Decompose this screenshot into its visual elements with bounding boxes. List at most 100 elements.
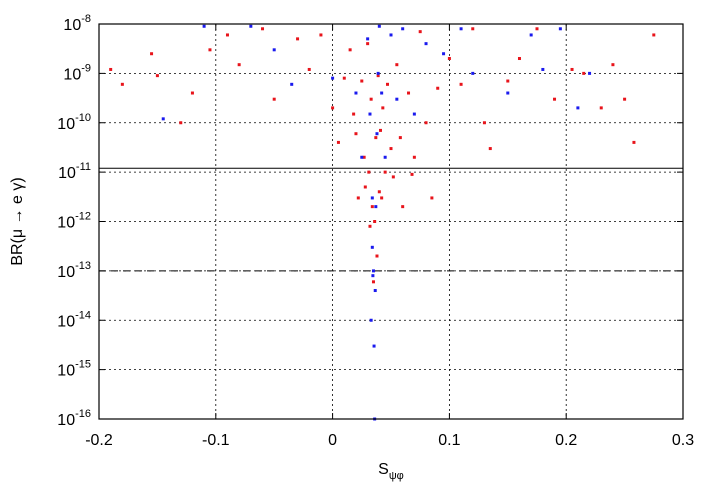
red-data-point bbox=[401, 205, 405, 209]
red-data-point bbox=[369, 97, 373, 101]
red-data-point bbox=[377, 190, 381, 194]
red-data-point bbox=[354, 132, 358, 136]
red-data-point bbox=[360, 79, 364, 83]
red-data-point bbox=[362, 155, 366, 159]
blue-data-point bbox=[249, 24, 253, 28]
blue-data-point bbox=[389, 33, 393, 37]
red-data-point bbox=[356, 196, 360, 200]
blue-data-point bbox=[360, 155, 364, 159]
red-data-point bbox=[380, 196, 384, 200]
blue-data-point bbox=[442, 52, 446, 56]
x-tick-label: 0 bbox=[328, 432, 337, 449]
red-data-point bbox=[395, 63, 399, 67]
red-data-point bbox=[336, 140, 340, 144]
blue-data-point bbox=[375, 132, 379, 136]
blue-data-point bbox=[412, 112, 416, 116]
x-tick-label: -0.1 bbox=[202, 432, 230, 449]
red-data-point bbox=[373, 220, 377, 223]
red-data-point bbox=[376, 74, 380, 78]
blue-data-point bbox=[377, 24, 381, 28]
red-data-point bbox=[371, 280, 375, 284]
red-data-point bbox=[374, 136, 378, 140]
x-axis-label: Sψφ bbox=[378, 461, 404, 482]
blue-data-point bbox=[202, 24, 206, 28]
red-data-point bbox=[367, 170, 371, 174]
blue-data-point bbox=[576, 106, 580, 110]
blue-data-point bbox=[368, 112, 372, 116]
blue-data-point bbox=[369, 318, 373, 322]
y-tick-label: 10-13 bbox=[57, 260, 91, 281]
x-axis-label-subscript: ψφ bbox=[389, 470, 404, 482]
y-tick-label: 10-16 bbox=[57, 408, 91, 429]
y-tick-label: 10-8 bbox=[63, 13, 91, 34]
red-data-point bbox=[418, 30, 422, 34]
red-data-point bbox=[611, 63, 615, 67]
red-data-point bbox=[109, 67, 113, 71]
red-data-point bbox=[488, 147, 492, 151]
blue-data-point bbox=[331, 76, 335, 80]
blue-data-point bbox=[459, 27, 463, 31]
red-data-point bbox=[398, 136, 402, 140]
x-tick-label: -0.2 bbox=[85, 432, 113, 449]
y-tick-label: 10-10 bbox=[57, 112, 91, 133]
red-data-point bbox=[410, 172, 414, 176]
red-data-point bbox=[599, 106, 603, 110]
blue-data-point bbox=[373, 289, 377, 293]
red-data-point bbox=[342, 76, 346, 80]
red-data-point bbox=[348, 48, 352, 52]
red-data-point bbox=[366, 42, 370, 46]
red-data-point bbox=[375, 254, 379, 258]
red-data-point bbox=[296, 37, 300, 41]
red-data-point bbox=[261, 27, 265, 31]
blue-data-point bbox=[401, 27, 405, 31]
y-axis-label: BR(μ → e γ) bbox=[9, 177, 26, 265]
reference-lines bbox=[99, 167, 683, 272]
red-data-point bbox=[378, 128, 382, 132]
blue-data-point bbox=[290, 82, 294, 86]
red-data-point bbox=[391, 175, 395, 179]
x-tick-label: 0.1 bbox=[438, 432, 460, 449]
red-data-point bbox=[535, 27, 539, 31]
blue-data-point bbox=[370, 245, 374, 249]
blue-data-point bbox=[541, 67, 545, 71]
red-data-point bbox=[436, 86, 440, 90]
red-data-point bbox=[190, 91, 194, 95]
blue-data-point bbox=[424, 42, 428, 46]
red-data-point bbox=[623, 97, 627, 101]
red-data-point bbox=[412, 155, 416, 159]
x-axis-label-main: S bbox=[378, 461, 389, 478]
red-data-point bbox=[179, 121, 183, 125]
red-data-point bbox=[383, 170, 387, 174]
red-data-point bbox=[272, 97, 276, 101]
blue-data-point bbox=[370, 196, 374, 200]
red-data-point bbox=[381, 106, 385, 110]
y-tick-labels: 10-8 10-9 10-10 10-11 10-12 10-13 10-14 10-15 10… bbox=[57, 13, 683, 429]
red-data-point bbox=[430, 196, 434, 200]
red-data-point bbox=[370, 205, 374, 209]
red-data-point bbox=[237, 63, 241, 67]
red-data-point bbox=[570, 67, 574, 71]
red-data-point bbox=[389, 147, 393, 151]
red-data-point bbox=[319, 33, 323, 37]
red-data-point bbox=[368, 224, 372, 228]
red-data-point bbox=[307, 67, 311, 71]
y-tick-label: 10-12 bbox=[57, 211, 91, 232]
red-data-point bbox=[352, 112, 356, 116]
red-data-point bbox=[447, 57, 451, 61]
red-data-point bbox=[459, 82, 463, 86]
red-data-point bbox=[155, 74, 159, 78]
blue-data-point bbox=[371, 274, 375, 278]
red-data-point bbox=[120, 82, 124, 86]
blue-data-point bbox=[471, 71, 475, 75]
red-data-point bbox=[582, 71, 586, 75]
blue-data-point bbox=[372, 344, 376, 348]
y-tick-label: 10-11 bbox=[58, 161, 91, 182]
y-tick-label: 10-15 bbox=[57, 359, 91, 380]
blue-data-point bbox=[371, 269, 375, 273]
x-tick-label: 0.2 bbox=[555, 432, 577, 449]
red-data-point bbox=[506, 79, 510, 83]
blue-data-point bbox=[161, 117, 165, 121]
red-data-point bbox=[517, 57, 521, 61]
blue-data-point bbox=[354, 91, 358, 95]
